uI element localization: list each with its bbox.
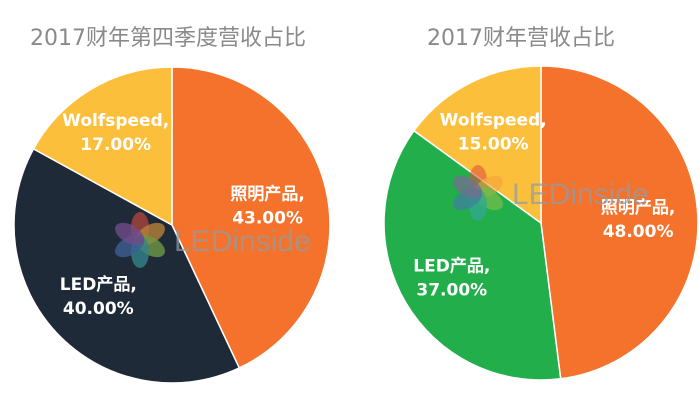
ledinside-watermark-logo: LEDinside — [453, 165, 649, 221]
pie-slice — [383, 129, 562, 381]
logo-petal — [453, 175, 483, 199]
slice-value-label: 17.00% — [80, 135, 151, 155]
slice-value-label: 15.00% — [458, 134, 529, 154]
slice-label: LED产品, — [413, 256, 490, 277]
slice-label: 照明产品, — [230, 184, 304, 205]
ledinside-watermark-logo: LEDinside — [115, 212, 311, 268]
pie-chart-q4: 照明产品, 43.00% LED产品, 40.00% Wolfspeed, 17.00% — [13, 66, 331, 384]
pie-slice — [540, 65, 699, 380]
slice-value-label: 43.00% — [232, 209, 303, 229]
chart-title-right: 2017财年营收占比 — [427, 26, 615, 51]
pie-slice — [13, 147, 241, 384]
slice-label: LED产品, — [60, 274, 137, 295]
watermark-text: LEDinside — [174, 225, 311, 258]
slice-value-label: 48.00% — [603, 222, 674, 242]
slice-label: Wolfspeed, — [62, 111, 169, 131]
chart-title-left: 2017财年第四季度营收占比 — [30, 26, 306, 51]
pie-chart-fy: 照明产品, 48.00% LED产品, 37.00% Wolfspeed, 15.00% — [383, 65, 699, 381]
watermark-text: LEDinside — [512, 178, 649, 211]
slice-label: 照明产品, — [601, 197, 675, 218]
logo-petal — [115, 222, 145, 246]
slice-value-label: 37.00% — [416, 281, 487, 301]
slice-label: Wolfspeed, — [440, 110, 547, 130]
pie-slice — [171, 66, 331, 369]
pie-slice — [412, 65, 542, 225]
slice-value-label: 40.00% — [63, 299, 134, 319]
pie-slice — [32, 66, 173, 227]
